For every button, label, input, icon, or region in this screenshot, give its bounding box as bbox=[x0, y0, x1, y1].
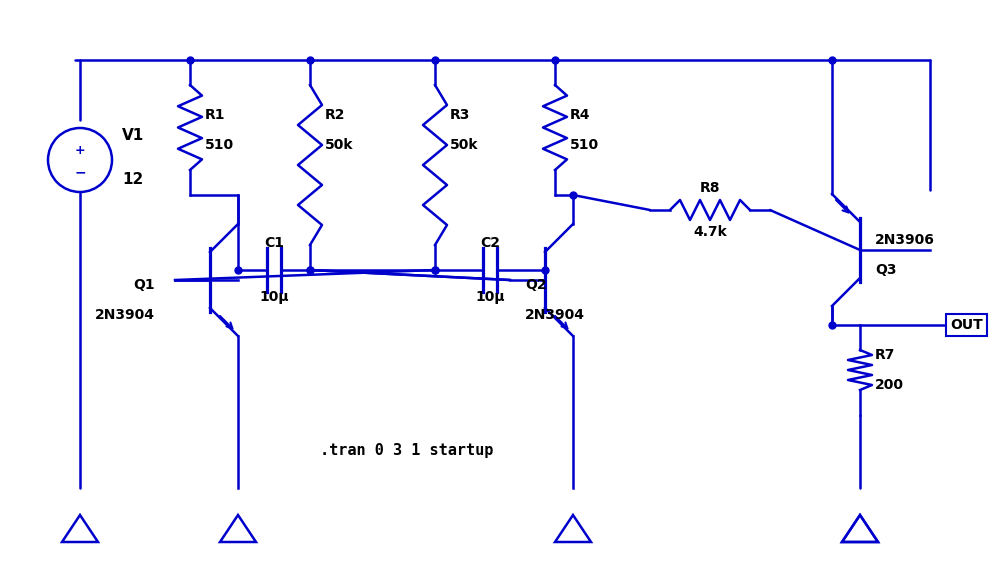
Text: 4.7k: 4.7k bbox=[693, 225, 727, 239]
Text: Q1: Q1 bbox=[133, 278, 155, 292]
Text: R7: R7 bbox=[875, 348, 895, 362]
Text: 50k: 50k bbox=[450, 138, 479, 152]
Text: 2N3904: 2N3904 bbox=[525, 308, 585, 322]
Text: R3: R3 bbox=[450, 108, 470, 122]
Text: R2: R2 bbox=[325, 108, 346, 122]
Text: −: − bbox=[74, 165, 86, 179]
Text: 12: 12 bbox=[122, 173, 143, 188]
Text: 510: 510 bbox=[205, 138, 234, 152]
Text: .tran 0 3 1 startup: .tran 0 3 1 startup bbox=[320, 442, 493, 458]
Text: C1: C1 bbox=[264, 236, 284, 250]
Text: R4: R4 bbox=[570, 108, 590, 122]
Text: 10μ: 10μ bbox=[475, 290, 505, 304]
Text: C2: C2 bbox=[480, 236, 500, 250]
Text: 200: 200 bbox=[875, 378, 904, 392]
Text: 50k: 50k bbox=[325, 138, 354, 152]
Text: 2N3906: 2N3906 bbox=[875, 233, 935, 247]
Text: R1: R1 bbox=[205, 108, 226, 122]
Text: 510: 510 bbox=[570, 138, 599, 152]
Text: 2N3904: 2N3904 bbox=[95, 308, 155, 322]
Text: 10μ: 10μ bbox=[259, 290, 289, 304]
Text: +: + bbox=[75, 144, 85, 157]
Text: V1: V1 bbox=[122, 128, 144, 142]
Text: OUT: OUT bbox=[950, 318, 983, 332]
Text: Q2: Q2 bbox=[525, 278, 547, 292]
Text: Q3: Q3 bbox=[875, 263, 896, 277]
Text: R8: R8 bbox=[700, 181, 720, 195]
